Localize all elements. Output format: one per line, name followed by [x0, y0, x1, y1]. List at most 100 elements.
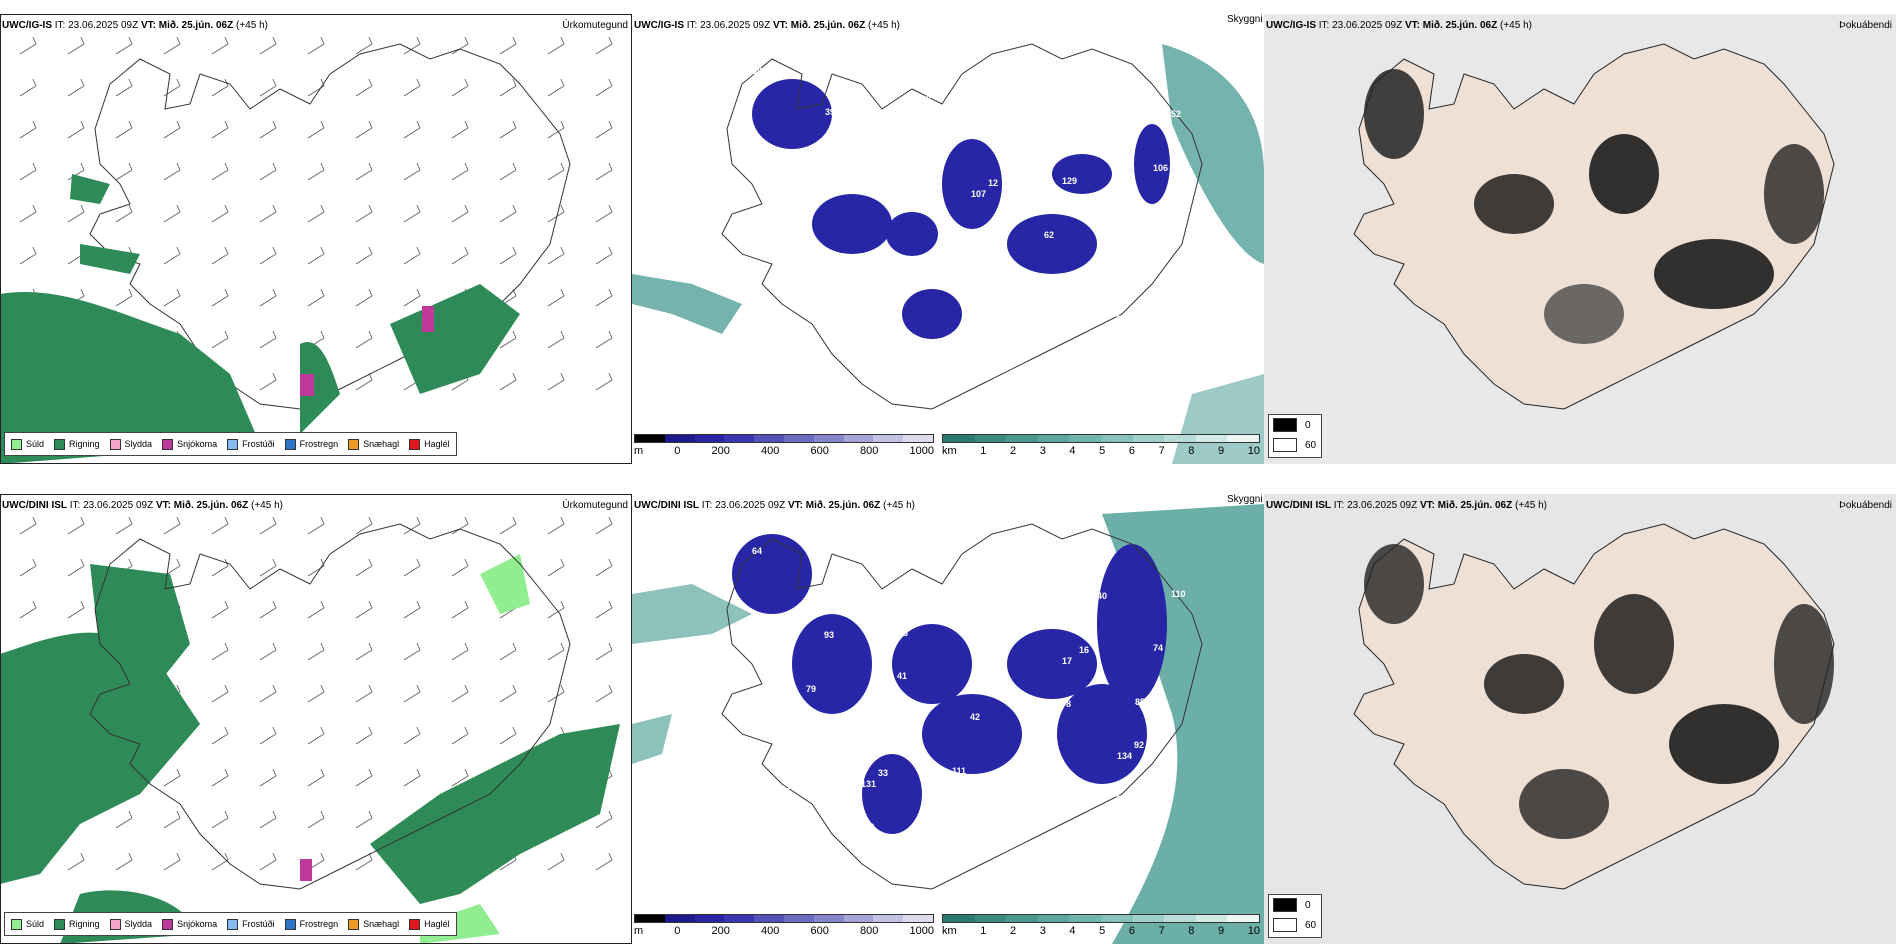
visibility-value-label: 101 [843, 353, 858, 363]
wind-barb [211, 768, 229, 787]
wind-barb [499, 36, 517, 55]
wind-barb [259, 204, 277, 223]
colorbar-tick: 1 [980, 445, 987, 457]
wind-barb [211, 246, 229, 265]
legend-label: Slydda [124, 919, 153, 929]
fog-legend-item: 0 [1269, 415, 1321, 435]
iceland-outline [89, 43, 571, 410]
wind-barb [163, 852, 181, 871]
visibility-km-colorbar: km 1 2 3 4 5 6 7 8 9 10 [942, 914, 1260, 940]
legend-label: Frostúði [242, 919, 275, 929]
wind-barb [355, 330, 373, 349]
colorbar-tick: 2 [1009, 925, 1017, 937]
visibility-value-label: 74 [1153, 643, 1163, 653]
wind-barb [451, 726, 469, 745]
wind-barb [499, 726, 517, 745]
legend-item: Frostregn [284, 438, 338, 450]
wind-barb [259, 684, 277, 703]
visibility-value-label: 78 [1061, 699, 1071, 709]
wind-barb [211, 204, 229, 223]
fog-swatch [1273, 418, 1297, 432]
wind-barb [355, 810, 373, 829]
wind-barb [355, 600, 373, 619]
visibility-value-label: 102 [1098, 548, 1113, 558]
wind-barb [355, 204, 373, 223]
colorbar-tick: 800 [860, 445, 879, 457]
wind-barb [115, 78, 133, 97]
wind-barb [451, 558, 469, 577]
ptype-map-ig-is [0, 36, 613, 464]
wind-barb [259, 372, 277, 391]
visibility-value-label: 52 [1171, 109, 1181, 119]
precip-areas [0, 554, 620, 944]
wind-barb [451, 684, 469, 703]
wind-barb [163, 516, 181, 535]
visibility-value-label: 192 [1025, 807, 1040, 817]
wind-barb [355, 162, 373, 181]
wind-barb [547, 120, 565, 139]
wind-barb [67, 78, 85, 97]
legend-swatch [227, 918, 239, 930]
panel-header: UWC/IG-IS IT: 23.06.2025 09Z VT: Mið. 25… [634, 20, 900, 31]
wind-barb [307, 120, 325, 139]
wind-barb [595, 288, 613, 307]
visibility-value-label: 152 [970, 232, 985, 242]
visibility-m-colorbar: m 0 200 400 600 800 1000 [634, 434, 934, 460]
visibility-value-label: 52 [898, 148, 908, 158]
legend-label: Snjókoma [177, 919, 218, 929]
wind-barb [547, 36, 565, 55]
visibility-value-label: 68 [1007, 561, 1017, 571]
wind-barb [451, 204, 469, 223]
fog-value: 0 [1305, 419, 1311, 431]
wind-barb [355, 516, 373, 535]
wind-barb [595, 852, 613, 871]
wind-barb [259, 78, 277, 97]
visibility-value-label: 89 [842, 576, 852, 586]
wind-barb [307, 852, 325, 871]
wind-barb [259, 642, 277, 661]
visibility-value-label: 61 [769, 835, 779, 845]
panel-visibility-dini: 64 35 48 49 63 134 110 48 61 76 17 85 90 131 59 68 69 74 7… [632, 494, 1264, 944]
wind-barb [211, 288, 229, 307]
wind-barb [499, 246, 517, 265]
legend-swatch [409, 918, 421, 930]
legend-label: Súld [26, 439, 45, 449]
visibility-value-label: 21 [1043, 273, 1053, 283]
visibility-value-label: 64 [752, 546, 762, 556]
wind-barb [19, 600, 37, 619]
wind-barb [115, 36, 133, 55]
wind-barb [211, 726, 229, 745]
visibility-value-label: 63 [879, 245, 889, 255]
low-vis-blobs [752, 79, 1170, 339]
iceland-outline [721, 43, 1203, 410]
wind-barb [19, 162, 37, 181]
wind-barb [595, 162, 613, 181]
wind-barb [211, 684, 229, 703]
fog-legend: 0 60 [1268, 414, 1322, 458]
wind-barb [307, 642, 325, 661]
wind-barb [595, 246, 613, 265]
wind-barb [547, 852, 565, 871]
legend-swatch [162, 438, 174, 450]
colorbar-tick: 10 [1247, 925, 1260, 937]
legend-label: Frostregn [299, 919, 339, 929]
wind-barb [115, 120, 133, 139]
visibility-value-label: 122 [787, 781, 802, 791]
wind-barb [547, 600, 565, 619]
colorbar-tick: 5 [1099, 925, 1106, 937]
visibility-value-label: 289 [933, 563, 948, 573]
legend-label: Rigning [69, 919, 100, 929]
legend-swatch [284, 918, 296, 930]
product-name: Skyggni [1227, 14, 1263, 25]
wind-barb [163, 246, 181, 265]
wind-barb [115, 288, 133, 307]
wind-barb [403, 36, 421, 55]
wind-barb [211, 810, 229, 829]
wind-barb [403, 684, 421, 703]
wind-barb [115, 204, 133, 223]
wind-barb [19, 204, 37, 223]
fog-map-ig-is [1264, 14, 1896, 464]
visibility-value-label: 42 [970, 712, 980, 722]
legend-item: Rigning [54, 438, 100, 450]
wind-barb [259, 162, 277, 181]
